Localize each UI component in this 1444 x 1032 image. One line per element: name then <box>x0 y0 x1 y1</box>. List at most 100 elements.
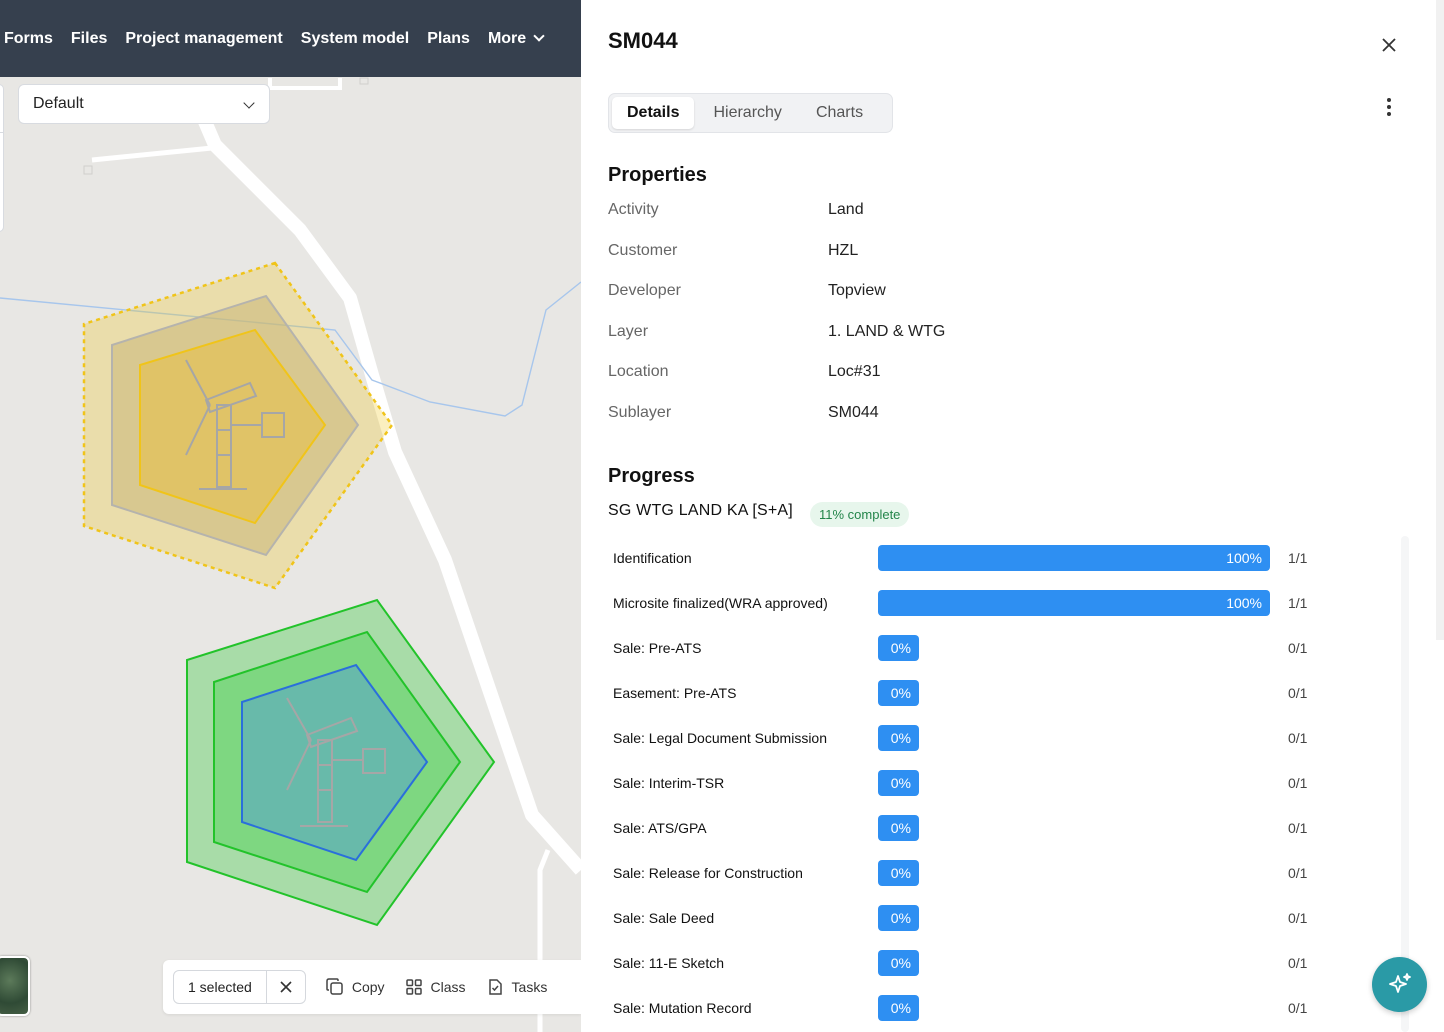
grid-icon <box>405 979 422 995</box>
property-row: Developer Topview <box>608 282 1208 304</box>
chevron-down-icon <box>533 30 545 42</box>
task-fraction: 0/1 <box>1288 685 1308 701</box>
nav-item-more[interactable]: More <box>488 30 545 48</box>
map-graphics[interactable] <box>0 0 581 1032</box>
task-fraction: 0/1 <box>1288 910 1308 926</box>
task-progress-bar: 0% <box>878 905 919 931</box>
progress-workflow-name: SG WTG LAND KA [S+A] <box>608 502 793 519</box>
panel-scrollbar[interactable] <box>1436 0 1444 640</box>
tab-details[interactable]: Details <box>612 97 695 129</box>
top-navigation: Forms Files Project management System mo… <box>0 0 581 77</box>
copy-button[interactable]: Copy <box>326 978 385 996</box>
task-progress-track: 100% <box>878 590 1270 616</box>
task-row[interactable]: Sale: Pre-ATS 0% 0/1 <box>581 634 1411 662</box>
nav-item-files[interactable]: Files <box>70 29 108 47</box>
copy-label: Copy <box>351 979 385 995</box>
task-progress-bar: 0% <box>878 860 919 886</box>
nav-item-system-model[interactable]: System model <box>300 29 410 47</box>
nav-item-forms[interactable]: Forms <box>4 29 53 47</box>
wind-turbine-icon[interactable] <box>286 697 386 827</box>
task-row[interactable]: Microsite finalized(WRA approved) 100% 1/1 <box>581 589 1411 617</box>
selection-toolbar: 1 selected Copy Class Tasks <box>163 960 581 1014</box>
task-row[interactable]: Easement: Pre-ATS 0% 0/1 <box>581 679 1411 707</box>
properties-heading: Properties <box>608 164 707 186</box>
basemap-thumbnail[interactable] <box>0 956 30 1016</box>
task-progress-bar: 0% <box>878 725 919 751</box>
property-value: Land <box>828 201 864 218</box>
task-row[interactable]: Sale: Legal Document Submission 0% 0/1 <box>581 724 1411 752</box>
nav-item-project-management[interactable]: Project management <box>125 29 283 47</box>
stream <box>0 281 581 417</box>
task-progress-track: 0% <box>878 905 1270 931</box>
close-panel-button[interactable] <box>1378 34 1400 56</box>
task-row[interactable]: Sale: Mutation Record 0% 0/1 <box>581 994 1411 1022</box>
property-key: Layer <box>608 323 649 340</box>
property-row: Activity Land <box>608 201 1208 223</box>
property-key: Customer <box>608 242 678 259</box>
task-progress-track: 0% <box>878 680 1270 706</box>
task-name: Sale: Legal Document Submission <box>613 730 828 746</box>
chevron-down-icon <box>243 97 255 109</box>
map-toolbar-edge[interactable] <box>0 84 4 232</box>
wind-turbine-icon[interactable] <box>185 359 285 490</box>
tasks-button[interactable]: Tasks <box>486 978 547 996</box>
property-key: Location <box>608 363 669 380</box>
selection-count-box: 1 selected <box>173 970 306 1004</box>
task-fraction: 1/1 <box>1288 595 1308 611</box>
task-row[interactable]: Sale: ATS/GPA 0% 0/1 <box>581 814 1411 842</box>
task-fraction: 0/1 <box>1288 730 1308 746</box>
property-row: Sublayer SM044 <box>608 404 1208 426</box>
selection-count: 1 selected <box>174 971 267 1003</box>
task-row[interactable]: Sale: Release for Construction 0% 0/1 <box>581 859 1411 887</box>
progress-heading: Progress <box>608 465 695 487</box>
panel-title: SM044 <box>608 28 678 53</box>
property-key: Activity <box>608 201 659 218</box>
ai-assistant-button[interactable] <box>1372 957 1427 1012</box>
panel-tabs: Details Hierarchy Charts <box>608 93 893 133</box>
task-progress-bar: 100% <box>878 590 1270 616</box>
more-options-button[interactable] <box>1380 96 1398 120</box>
close-icon <box>280 981 292 993</box>
close-icon <box>1382 38 1396 52</box>
task-progress-track: 0% <box>878 725 1270 751</box>
task-progress-track: 0% <box>878 815 1270 841</box>
task-progress-bar: 0% <box>878 995 919 1021</box>
divider <box>0 132 4 133</box>
task-name: Easement: Pre-ATS <box>613 685 737 701</box>
task-fraction: 0/1 <box>1288 955 1308 971</box>
tab-hierarchy[interactable]: Hierarchy <box>713 104 782 121</box>
task-row[interactable]: Sale: Sale Deed 0% 0/1 <box>581 904 1411 932</box>
property-value: Loc#31 <box>828 363 881 380</box>
tasks-scrollbar[interactable] <box>1401 536 1409 1032</box>
task-row[interactable]: Sale: 11-E Sketch 0% 0/1 <box>581 949 1411 977</box>
task-name: Sale: Sale Deed <box>613 910 715 926</box>
buffer-zone-inner-blue[interactable] <box>241 663 429 862</box>
map-feature <box>359 77 369 85</box>
property-value: HZL <box>828 242 859 259</box>
clear-selection-button[interactable] <box>267 971 305 1003</box>
task-name: Sale: Pre-ATS <box>613 640 702 656</box>
nav-item-plans[interactable]: Plans <box>427 29 470 47</box>
buffer-zone-inner-yellow[interactable] <box>139 328 327 525</box>
task-row[interactable]: Identification 100% 1/1 <box>581 544 1411 572</box>
task-name: Sale: 11-E Sketch <box>613 955 725 971</box>
property-row: Customer HZL <box>608 242 1208 264</box>
task-progress-bar: 0% <box>878 680 919 706</box>
progress-badge: 11% complete <box>810 502 910 527</box>
task-row[interactable]: Sale: Interim-TSR 0% 0/1 <box>581 769 1411 797</box>
property-value: 1. LAND & WTG <box>828 323 946 340</box>
map-canvas[interactable]: Forms Files Project management System mo… <box>0 0 581 1032</box>
task-name: Sale: ATS/GPA <box>613 820 707 836</box>
class-button[interactable]: Class <box>405 978 466 996</box>
task-progress-track: 0% <box>878 860 1270 886</box>
view-select[interactable]: Default <box>18 84 270 124</box>
task-fraction: 0/1 <box>1288 775 1308 791</box>
property-row: Layer 1. LAND & WTG <box>608 323 1208 345</box>
property-value: SM044 <box>828 404 879 421</box>
property-row: Location Loc#31 <box>608 363 1208 385</box>
tab-charts[interactable]: Charts <box>815 104 864 121</box>
task-name: Sale: Interim-TSR <box>613 775 725 791</box>
task-name: Microsite finalized(WRA approved) <box>613 595 828 611</box>
task-progress-track: 0% <box>878 950 1270 976</box>
task-fraction: 0/1 <box>1288 865 1308 881</box>
